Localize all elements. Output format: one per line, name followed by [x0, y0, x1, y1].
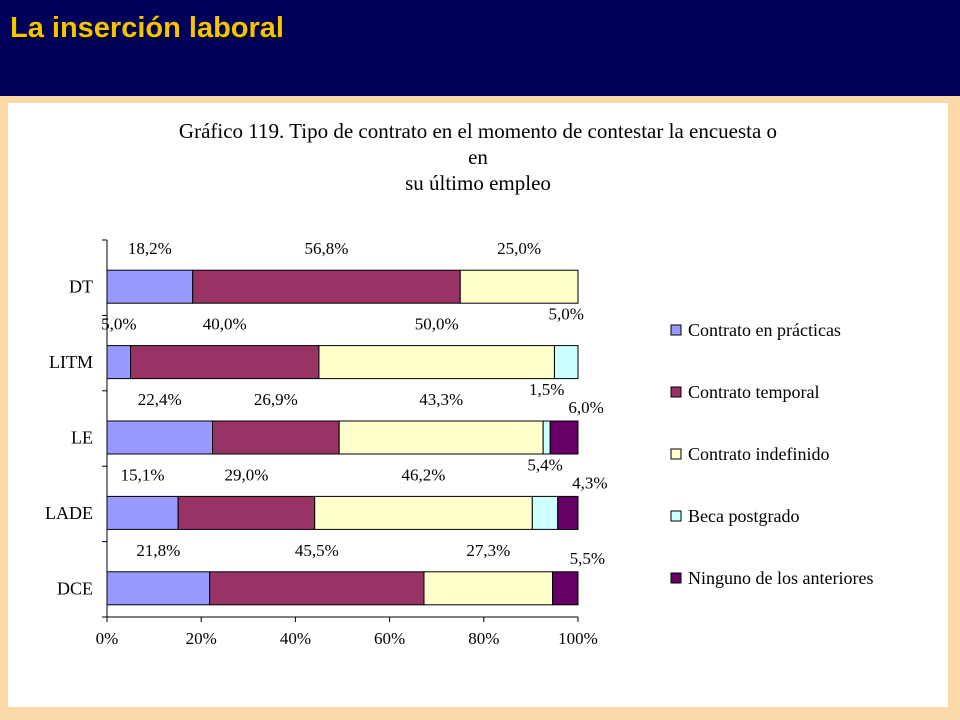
bar-segment — [106, 495, 179, 530]
data-label: 5,0% — [549, 305, 584, 324]
x-tick-label: 40% — [280, 629, 311, 648]
bar-segment — [557, 495, 579, 530]
bar-segment — [542, 420, 551, 455]
bar-segment — [553, 345, 579, 380]
bar-segment — [314, 495, 533, 530]
bar-segment — [192, 269, 461, 304]
bar-segment — [552, 571, 579, 606]
slide-header: La inserción laboral — [0, 0, 960, 96]
data-label: 4,3% — [572, 473, 607, 492]
category-label: LE — [71, 428, 93, 448]
bar-segment — [338, 420, 544, 455]
data-label: 26,9% — [254, 390, 298, 409]
legend-label: Contrato temporal — [688, 382, 819, 402]
data-label: 50,0% — [415, 315, 459, 334]
data-label: 46,2% — [402, 465, 446, 484]
legend-swatch — [670, 510, 682, 522]
category-label: DT — [69, 277, 93, 297]
data-label: 18,2% — [128, 239, 172, 258]
category-label: LITM — [49, 352, 93, 372]
bar-segment — [459, 269, 579, 304]
x-tick-label: 100% — [558, 629, 598, 648]
x-tick-label: 0% — [96, 629, 119, 648]
data-label: 21,8% — [136, 541, 180, 560]
x-tick-label: 60% — [374, 629, 405, 648]
data-label: 5,0% — [101, 315, 136, 334]
x-tick-label: 20% — [186, 629, 217, 648]
data-label: 45,5% — [295, 541, 339, 560]
category-label: DCE — [57, 578, 93, 598]
data-label: 1,5% — [529, 380, 564, 399]
legend-swatch — [670, 386, 682, 398]
data-label: 22,4% — [138, 390, 182, 409]
bar-segment — [130, 345, 320, 380]
category-label: LADE — [45, 503, 93, 523]
data-label: 27,3% — [466, 541, 510, 560]
data-label: 56,8% — [305, 239, 349, 258]
legend-label: Contrato en prácticas — [688, 320, 841, 340]
chart-panel: Gráfico 119. Tipo de contrato en el mome… — [8, 103, 948, 707]
data-label: 15,1% — [121, 465, 165, 484]
chart-title: Gráfico 119. Tipo de contrato en el mome… — [168, 118, 788, 196]
x-tick-label: 80% — [468, 629, 499, 648]
bar-segment — [423, 571, 554, 606]
legend-swatch — [670, 572, 682, 584]
data-label: 5,5% — [570, 549, 605, 568]
chart-title-line-2: su último empleo — [405, 171, 551, 195]
bar-segment — [106, 345, 132, 380]
bar-segment — [209, 571, 425, 606]
bar-segment — [177, 495, 316, 530]
bar-segment — [318, 345, 555, 380]
bar-segment — [106, 420, 214, 455]
bar-segment — [212, 420, 340, 455]
data-label: 40,0% — [203, 315, 247, 334]
data-label: 6,0% — [568, 398, 603, 417]
bar-segment — [106, 571, 211, 606]
data-label: 5,4% — [527, 455, 562, 474]
bar-segment — [106, 269, 194, 304]
slide-title: La inserción laboral — [10, 12, 284, 44]
chart-title-line-1: Gráfico 119. Tipo de contrato en el mome… — [178, 119, 778, 169]
legend-label: Beca postgrado — [688, 506, 799, 526]
bar-segment — [549, 420, 579, 455]
legend-swatch — [670, 324, 682, 336]
legend-label: Ninguno de los anteriores — [688, 568, 873, 588]
legend-swatch — [670, 448, 682, 460]
bar-segment — [531, 495, 559, 530]
data-label: 43,3% — [419, 390, 463, 409]
data-label: 25,0% — [497, 239, 541, 258]
stacked-bar-chart: 0% 20% 40% 60% 80% 100% DT 18,2% 56,8% 25,0% LITM 5… — [45, 239, 873, 648]
data-label: 29,0% — [224, 465, 268, 484]
legend-label: Contrato indefinido — [688, 444, 829, 464]
